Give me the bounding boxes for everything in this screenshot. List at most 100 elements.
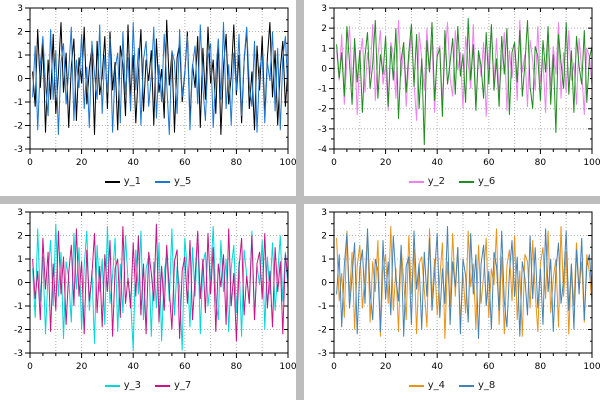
- legend-entry-y_1: y_1: [104, 173, 141, 191]
- svg-text:60: 60: [179, 362, 191, 372]
- legend-entry-y_6: y_6: [459, 173, 495, 191]
- chart-panel-top-left: 0 20 40 60 80 100 -3 -2 -1 0 1 2 3 y_1 y_5: [0, 0, 296, 196]
- svg-text:-3: -3: [318, 125, 327, 135]
- legend-entry-y_2: y_2: [408, 173, 445, 191]
- chart-panel-bottom-right: 0 20 40 60 80 100 -3 -2 -1 0 1 2 3 y_4 y_8: [304, 204, 600, 400]
- svg-text:0: 0: [321, 64, 327, 74]
- svg-text:80: 80: [535, 158, 547, 168]
- chart-canvas-2: 0 20 40 60 80 100 -4 -3 -2 -1 0 1 2 3: [318, 4, 600, 168]
- legend-entry-y_7: y_7: [155, 377, 191, 395]
- svg-text:1: 1: [321, 255, 327, 265]
- legend-label: y_7: [174, 380, 192, 391]
- svg-text:-2: -2: [14, 122, 23, 132]
- svg-text:100: 100: [279, 362, 296, 372]
- svg-text:-4: -4: [318, 145, 327, 155]
- legend-label: y_5: [174, 176, 192, 187]
- svg-text:-2: -2: [318, 326, 327, 336]
- svg-text:100: 100: [583, 362, 600, 372]
- svg-text:-3: -3: [14, 145, 23, 155]
- legend-entry-y_8: y_8: [459, 377, 495, 395]
- chart-panel-top-right: 0 20 40 60 80 100 -4 -3 -2 -1 0 1 2 3 y_2 y_6: [304, 0, 600, 196]
- svg-text:-2: -2: [14, 326, 23, 336]
- svg-text:-1: -1: [318, 85, 327, 95]
- legend-2: y_2 y_6: [408, 173, 495, 191]
- legend-entry-y_5: y_5: [155, 173, 191, 191]
- svg-text:60: 60: [483, 158, 495, 168]
- chart-panel-bottom-left: 0 20 40 60 80 100 -3 -2 -1 0 1 2 3 y_3 y_7: [0, 204, 296, 400]
- svg-text:-1: -1: [318, 302, 327, 312]
- axis-ticks: [25, 211, 289, 358]
- chart-canvas-1: 0 20 40 60 80 100 -3 -2 -1 0 1 2 3: [14, 4, 296, 168]
- series-y_7: [32, 223, 289, 342]
- svg-text:2: 2: [17, 232, 23, 242]
- svg-text:40: 40: [431, 158, 443, 168]
- legend-line-swatch: [155, 385, 170, 387]
- svg-text:-3: -3: [318, 349, 327, 359]
- svg-text:20: 20: [76, 158, 88, 168]
- svg-text:3: 3: [321, 208, 327, 218]
- svg-text:80: 80: [231, 158, 243, 168]
- chart-canvas-3: 0 20 40 60 80 100 -3 -2 -1 0 1 2 3: [14, 208, 296, 372]
- legend-line-swatch: [155, 181, 170, 183]
- svg-text:100: 100: [583, 158, 600, 168]
- svg-text:0: 0: [27, 362, 33, 372]
- svg-text:-3: -3: [14, 349, 23, 359]
- legend-label: y_3: [123, 380, 141, 391]
- svg-text:20: 20: [380, 158, 392, 168]
- legend-1: y_1 y_5: [104, 173, 191, 191]
- legend-line-swatch: [459, 181, 474, 183]
- svg-text:3: 3: [17, 208, 23, 218]
- svg-text:60: 60: [483, 362, 495, 372]
- svg-text:40: 40: [431, 362, 443, 372]
- legend-line-swatch: [459, 385, 474, 387]
- tick-labels: 0 20 40 60 80 100 -3 -2 -1 0 1 2 3: [14, 208, 296, 372]
- svg-text:2: 2: [17, 28, 23, 38]
- legend-label: y_4: [427, 380, 445, 391]
- axis-ticks: [329, 7, 593, 154]
- svg-text:3: 3: [321, 4, 327, 14]
- legend-label: y_1: [123, 176, 141, 187]
- series-y_5: [32, 22, 289, 135]
- axis-ticks: [329, 211, 593, 358]
- chart-canvas-4: 0 20 40 60 80 100 -3 -2 -1 0 1 2 3: [318, 208, 600, 372]
- legend-line-swatch: [104, 181, 120, 183]
- svg-text:0: 0: [17, 75, 23, 85]
- svg-text:-1: -1: [14, 302, 23, 312]
- legend-label: y_6: [478, 176, 496, 187]
- svg-text:2: 2: [321, 232, 327, 242]
- tick-labels: 0 20 40 60 80 100 -3 -2 -1 0 1 2 3: [14, 4, 296, 168]
- series-y_6: [336, 18, 593, 146]
- legend-line-swatch: [104, 385, 120, 387]
- tick-labels: 0 20 40 60 80 100 -4 -3 -2 -1 0 1 2 3: [318, 4, 600, 168]
- svg-text:0: 0: [321, 279, 327, 289]
- svg-text:0: 0: [331, 158, 337, 168]
- legend-label: y_8: [478, 380, 496, 391]
- svg-text:0: 0: [331, 362, 337, 372]
- series-y_8: [336, 226, 593, 339]
- svg-text:3: 3: [17, 4, 23, 14]
- legend-entry-y_3: y_3: [104, 377, 141, 395]
- svg-text:100: 100: [279, 158, 296, 168]
- legend-line-swatch: [408, 385, 424, 387]
- svg-text:-1: -1: [14, 98, 23, 108]
- svg-text:40: 40: [127, 158, 139, 168]
- svg-text:40: 40: [127, 362, 139, 372]
- legend-4: y_4 y_8: [408, 377, 495, 395]
- legend-label: y_2: [427, 176, 445, 187]
- tick-labels: 0 20 40 60 80 100 -3 -2 -1 0 1 2 3: [318, 208, 600, 372]
- legend-3: y_3 y_7: [104, 377, 191, 395]
- svg-text:80: 80: [535, 362, 547, 372]
- svg-text:2: 2: [321, 24, 327, 34]
- svg-text:1: 1: [17, 51, 23, 61]
- svg-text:0: 0: [27, 158, 33, 168]
- svg-text:1: 1: [17, 255, 23, 265]
- svg-text:80: 80: [231, 362, 243, 372]
- svg-text:-2: -2: [318, 105, 327, 115]
- axis-ticks: [25, 7, 289, 154]
- legend-entry-y_4: y_4: [408, 377, 445, 395]
- svg-text:0: 0: [17, 279, 23, 289]
- svg-text:20: 20: [380, 362, 392, 372]
- legend-line-swatch: [408, 181, 424, 183]
- svg-text:1: 1: [321, 44, 327, 54]
